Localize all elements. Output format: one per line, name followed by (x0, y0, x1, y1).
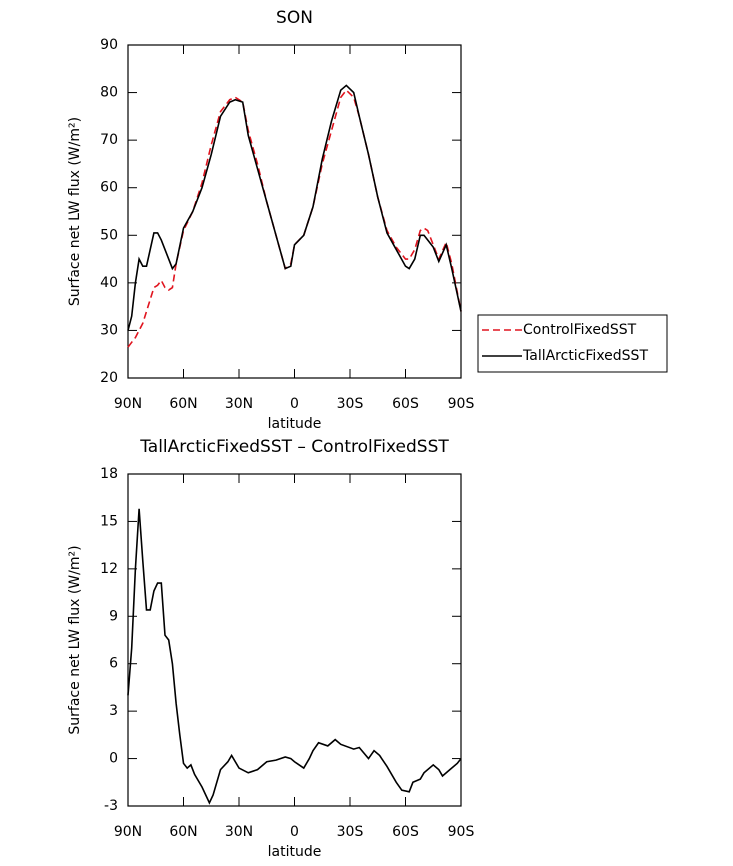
y-tick-label: 30 (100, 322, 118, 338)
y-tick-label: -3 (104, 798, 118, 814)
y-tick-label: 0 (109, 751, 118, 767)
y-tick-label: 70 (100, 132, 118, 148)
y-tick-label: 60 (100, 180, 118, 196)
x-axis-label: latitude (268, 416, 322, 432)
y-axis-label: Surface net LW flux (W/m²) (67, 117, 83, 306)
y-tick-label: 90 (100, 37, 118, 53)
y-tick-label: 80 (100, 85, 118, 101)
y-tick-label: 6 (109, 656, 118, 672)
x-tick-label: 30N (225, 824, 253, 840)
y-tick-label: 3 (109, 703, 118, 719)
chart-title: TallArcticFixedSST – ControlFixedSST (139, 437, 449, 457)
x-tick-label: 0 (290, 824, 299, 840)
data-line (127, 508, 462, 805)
legend-label: TallArcticFixedSST (522, 348, 648, 364)
plot-frame (127, 473, 462, 807)
y-tick-label: 12 (100, 561, 118, 577)
x-tick-label: 90N (114, 824, 142, 840)
x-tick-label: 90N (114, 396, 142, 412)
y-tick-label: 18 (100, 466, 118, 482)
x-tick-label: 60N (169, 824, 197, 840)
x-tick-label: 30S (337, 824, 364, 840)
y-tick-label: 20 (100, 370, 118, 386)
y-tick-label: 9 (109, 608, 118, 624)
y-tick-label: 15 (100, 513, 118, 529)
data-line (127, 88, 462, 348)
x-tick-label: 60S (392, 396, 419, 412)
x-tick-label: 30N (225, 396, 253, 412)
data-line (127, 84, 462, 331)
x-tick-label: 30S (337, 396, 364, 412)
x-axis-label: latitude (268, 844, 322, 860)
chart-title: SON (276, 8, 313, 28)
chart: TallArcticFixedSST – ControlFixedSST lati… (67, 437, 474, 860)
x-tick-label: 60N (169, 396, 197, 412)
y-tick-label: 50 (100, 227, 118, 243)
y-axis-label: Surface net LW flux (W/m²) (67, 545, 83, 734)
x-tick-label: 90S (448, 824, 475, 840)
x-tick-label: 60S (392, 824, 419, 840)
y-tick-label: 40 (100, 275, 118, 291)
x-tick-label: 90S (448, 396, 475, 412)
chart: SON latitude Surface net LW flux (W/m²) 20 3… (67, 8, 668, 432)
legend-label: ControlFixedSST (523, 322, 637, 338)
plot-frame (127, 44, 462, 379)
x-tick-label: 0 (290, 396, 299, 412)
legend-box (477, 314, 668, 373)
